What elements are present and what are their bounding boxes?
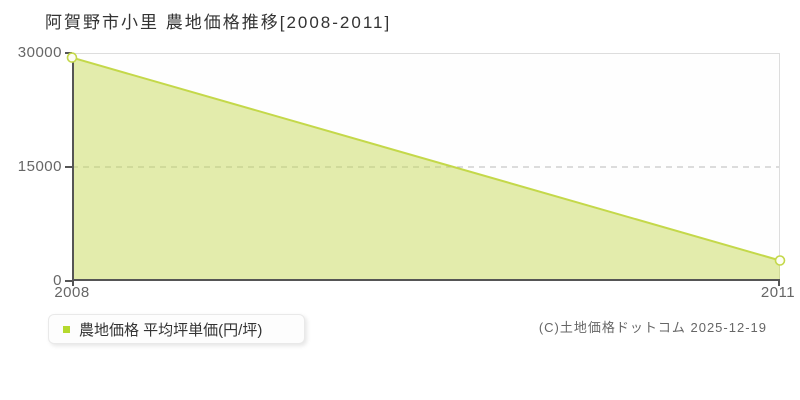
- data-point-2011: [774, 255, 786, 266]
- xtick-label-2008: 2008: [54, 284, 90, 301]
- ytick-label-30000: 30000: [17, 44, 62, 61]
- legend-label: 農地価格 平均坪単価(円/坪): [79, 321, 263, 339]
- plot-area: [65, 52, 786, 286]
- area-fill: [72, 57, 780, 281]
- ytick-label-0: 0: [53, 272, 62, 289]
- data-point-2008: [66, 52, 78, 63]
- ytick-label-15000: 15000: [17, 158, 62, 175]
- copyright-text: (C)土地価格ドットコム 2025-12-19: [538, 320, 767, 335]
- plot-svg: [65, 52, 786, 286]
- legend: 農地価格 平均坪単価(円/坪): [48, 314, 305, 344]
- chart-title: 阿賀野市小里 農地価格推移[2008-2011]: [45, 13, 392, 32]
- legend-marker-square: [63, 325, 70, 333]
- price-line: [71, 56, 781, 262]
- xtick-label-2011: 2011: [760, 284, 796, 301]
